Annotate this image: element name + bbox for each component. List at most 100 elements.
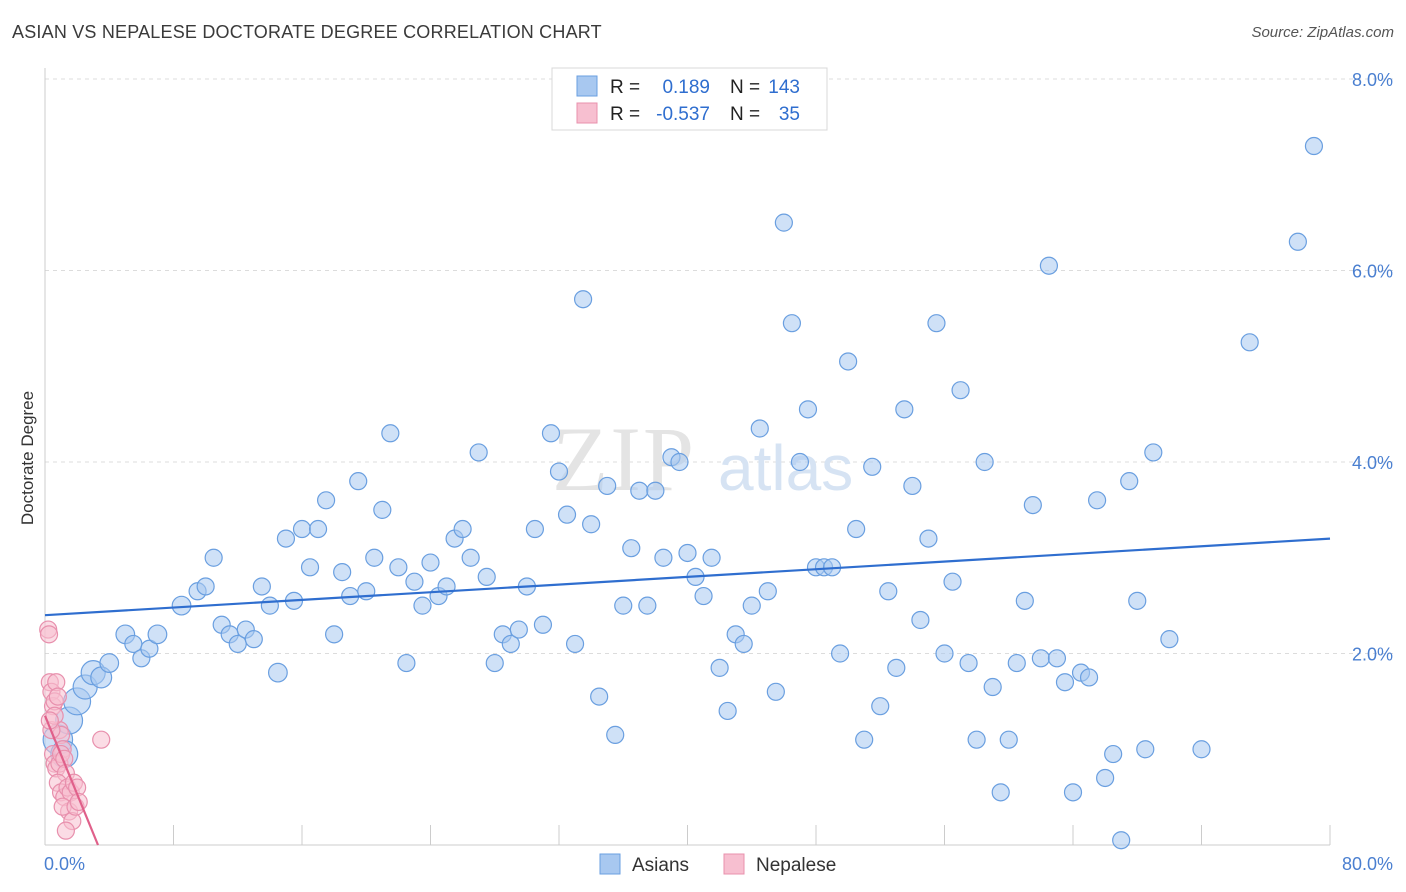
data-point [742, 596, 761, 615]
bottom-legend: Asians Nepalese [599, 853, 836, 876]
data-point [1087, 491, 1107, 510]
data-point [590, 687, 609, 706]
data-point [1031, 649, 1050, 668]
trend-line [43, 715, 100, 846]
x-tick-label: 80.0% [1342, 854, 1393, 874]
data-point [509, 620, 528, 639]
data-point [1079, 668, 1099, 687]
data-point [903, 476, 922, 496]
data-point [381, 424, 400, 443]
y-tick-label: 2.0% [1352, 645, 1393, 665]
y-tick-labels: 2.0% 4.0% 6.0% 8.0% [1352, 70, 1393, 665]
source-label: Source: ZipAtlas.com [1251, 24, 1394, 41]
legend-r-label: R = [610, 104, 640, 125]
y-tick-label: 4.0% [1352, 453, 1393, 473]
data-point [549, 462, 569, 481]
data-point [694, 586, 713, 606]
data-point [1096, 768, 1115, 788]
data-point [646, 481, 665, 500]
data-point [839, 352, 858, 371]
legend-swatch [576, 102, 598, 124]
y-tick-label: 8.0% [1352, 70, 1393, 90]
data-point [1039, 256, 1059, 275]
chart-title: ASIAN VS NEPALESE DOCTORATE DEGREE CORRE… [12, 22, 602, 42]
data-point [413, 596, 432, 615]
data-point [967, 730, 986, 749]
data-point [935, 644, 954, 663]
data-point [622, 539, 641, 558]
data-point [333, 563, 352, 582]
y-axis-label: Doctorate Degree [18, 391, 37, 525]
data-point [1015, 591, 1034, 610]
data-point [895, 400, 914, 419]
data-point [1112, 831, 1131, 850]
data-point [758, 582, 777, 601]
data-point [830, 644, 850, 663]
data-point [774, 213, 793, 232]
data-point [887, 658, 906, 677]
data-point [260, 596, 279, 615]
data-point [598, 476, 617, 496]
data-point [252, 577, 271, 596]
bottom-legend-swatch [723, 853, 745, 875]
x-tick-labels: 0.0% 80.0% [44, 854, 1393, 874]
data-point [1047, 649, 1067, 668]
legend-n-label: N = [730, 104, 760, 125]
data-point [847, 519, 866, 539]
data-point [710, 658, 729, 677]
data-point [766, 682, 785, 701]
data-point [365, 548, 384, 567]
legend-n-value: 35 [779, 104, 800, 125]
legend-n-value: 143 [768, 77, 800, 98]
data-point [389, 558, 408, 577]
data-point [405, 572, 424, 591]
data-point [855, 730, 874, 749]
y-tick-label: 6.0% [1352, 262, 1393, 282]
data-point [638, 596, 657, 615]
data-point [871, 697, 890, 716]
bottom-legend-label: Nepalese [756, 855, 836, 876]
data-point [879, 582, 898, 601]
data-point [525, 519, 545, 539]
data-point [678, 543, 697, 563]
data-point [573, 290, 593, 309]
data-point [927, 314, 946, 333]
legend-r-label: R = [610, 77, 640, 98]
data-point [56, 821, 75, 840]
data-point [1007, 653, 1026, 673]
bottom-legend-label: Asians [632, 855, 689, 876]
data-point [1136, 740, 1155, 759]
data-point [782, 314, 802, 333]
data-point [147, 624, 168, 645]
data-point [999, 730, 1018, 749]
data-point [654, 548, 673, 567]
trend-line [44, 537, 1331, 617]
data-point [349, 472, 368, 491]
data-point [1128, 591, 1147, 610]
data-point [606, 725, 625, 744]
data-point [469, 443, 488, 462]
data-point [501, 634, 520, 654]
data-point [533, 615, 553, 634]
data-point [477, 567, 496, 587]
data-point [863, 457, 882, 476]
data-point [92, 730, 111, 749]
data-point [1144, 443, 1163, 462]
data-point [959, 653, 978, 673]
legend-r-value: 0.189 [662, 77, 710, 98]
data-point [373, 500, 392, 519]
data-point [911, 610, 930, 630]
data-point [1104, 744, 1123, 764]
data-point [919, 529, 938, 548]
legend-box: R = 0.189 N = 143 R = -0.537 N = 35 [551, 67, 828, 131]
data-point [557, 505, 577, 524]
data-point [798, 400, 818, 419]
data-point [670, 452, 689, 472]
data-point [1160, 630, 1179, 649]
data-point [461, 548, 480, 567]
data-point [140, 639, 159, 658]
data-point [316, 491, 336, 510]
data-point [453, 519, 472, 539]
data-point [1304, 136, 1324, 156]
data-point [267, 662, 288, 683]
